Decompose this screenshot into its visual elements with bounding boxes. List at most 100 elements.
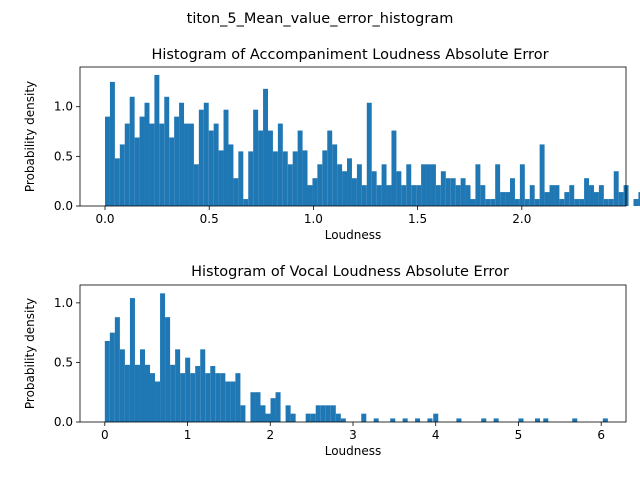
histogram-bar: [250, 392, 256, 422]
histogram-bar: [366, 102, 372, 206]
histogram-bar: [415, 418, 421, 422]
vocal-bars: [104, 293, 608, 422]
histogram-bar: [633, 199, 639, 206]
histogram-bar: [253, 109, 259, 206]
histogram-bar: [305, 413, 311, 422]
histogram-bar: [195, 366, 201, 422]
histogram-bar: [287, 164, 293, 206]
histogram-bar: [574, 199, 580, 206]
histogram-bar: [411, 185, 417, 206]
histogram-bar: [233, 178, 239, 206]
histogram-bar: [307, 185, 313, 206]
histogram-bar: [263, 88, 268, 206]
histogram-bar: [159, 123, 165, 206]
histogram-bar: [270, 398, 276, 422]
y-tick-label: 0.0: [54, 415, 73, 429]
histogram-bar: [119, 144, 125, 206]
x-tick-label: 3: [349, 428, 357, 442]
histogram-bar: [228, 144, 234, 206]
histogram-bar: [203, 102, 209, 206]
histogram-bar: [243, 199, 249, 206]
histogram-bar: [184, 123, 189, 206]
histogram-bar: [618, 192, 624, 206]
histogram-bar: [114, 158, 120, 206]
histogram-bar: [322, 150, 328, 206]
histogram-bar: [340, 418, 346, 422]
histogram-bar: [139, 349, 145, 422]
histogram-bar: [302, 150, 308, 206]
histogram-bar: [109, 81, 115, 206]
figure-suptitle: titon_5_Mean_value_error_histogram: [187, 11, 454, 27]
histogram-bar: [430, 164, 436, 206]
histogram-bar: [391, 130, 397, 206]
histogram-bar: [572, 418, 578, 422]
histogram-bar: [603, 199, 609, 206]
histogram-bar: [150, 373, 156, 422]
vocal-y-axis-label: Probability density: [23, 298, 37, 409]
x-tick-label: 2.0: [512, 212, 531, 226]
histogram-bar: [569, 185, 575, 206]
histogram-bar: [514, 199, 520, 206]
y-tick-label: 1.0: [54, 296, 73, 310]
histogram-bar: [406, 164, 412, 206]
histogram-bar: [180, 373, 186, 422]
histogram-bar: [335, 413, 341, 422]
vocal-x-ticks: 0 1 2 3 4 5 6: [101, 422, 605, 442]
histogram-bar: [174, 116, 180, 206]
histogram-bar: [554, 185, 560, 206]
x-tick-label: 0.0: [95, 212, 114, 226]
histogram-bar: [185, 357, 191, 422]
histogram-bar: [465, 185, 471, 206]
histogram-bar: [297, 130, 303, 206]
histogram-bar: [124, 123, 130, 206]
accompaniment-x-axis-label: Loudness: [325, 228, 382, 242]
histogram-bar: [470, 199, 476, 206]
histogram-bar: [169, 137, 175, 206]
histogram-bar: [109, 332, 115, 422]
histogram-bar: [175, 349, 181, 422]
x-tick-label: 0.5: [200, 212, 219, 226]
histogram-bar: [134, 364, 140, 422]
histogram-bar: [356, 164, 362, 206]
histogram-bar: [440, 171, 446, 206]
histogram-bar: [579, 199, 585, 206]
histogram-bar: [613, 171, 619, 206]
x-tick-label: 0: [101, 428, 109, 442]
histogram-bar: [114, 317, 120, 422]
histogram-bar: [564, 192, 570, 206]
histogram-bar: [240, 405, 246, 422]
histogram-bar: [200, 349, 206, 422]
histogram-bar: [238, 151, 244, 206]
histogram-bar: [154, 74, 160, 206]
x-tick-label: 1.0: [304, 212, 323, 226]
histogram-bar: [327, 130, 333, 206]
histogram-bar: [519, 164, 525, 206]
histogram-bar: [500, 192, 506, 206]
histogram-bar: [351, 178, 357, 206]
accompaniment-y-axis-label: Probability density: [23, 81, 37, 192]
histogram-bar: [292, 151, 298, 206]
histogram-bar: [104, 340, 110, 422]
histogram-bar: [602, 418, 608, 422]
histogram-bar: [456, 418, 462, 422]
histogram-bar: [213, 123, 219, 206]
histogram-bar: [235, 373, 241, 422]
histogram-bar: [475, 164, 481, 206]
histogram-bar: [539, 144, 545, 206]
histogram-bar: [198, 109, 204, 206]
histogram-bar: [282, 151, 288, 206]
histogram-bar: [493, 418, 499, 422]
histogram-bar: [258, 130, 264, 206]
y-tick-label: 0.0: [54, 199, 73, 213]
histogram-bar: [220, 373, 226, 422]
y-tick-label: 1.0: [54, 100, 73, 114]
histogram-bar: [320, 405, 326, 422]
histogram-bar: [144, 364, 151, 422]
histogram-bar: [435, 185, 441, 206]
histogram-bar: [544, 192, 550, 206]
histogram-bar: [179, 102, 185, 206]
histogram-bar: [373, 418, 379, 422]
histogram-bar: [248, 151, 254, 206]
histogram-bar: [312, 178, 318, 206]
